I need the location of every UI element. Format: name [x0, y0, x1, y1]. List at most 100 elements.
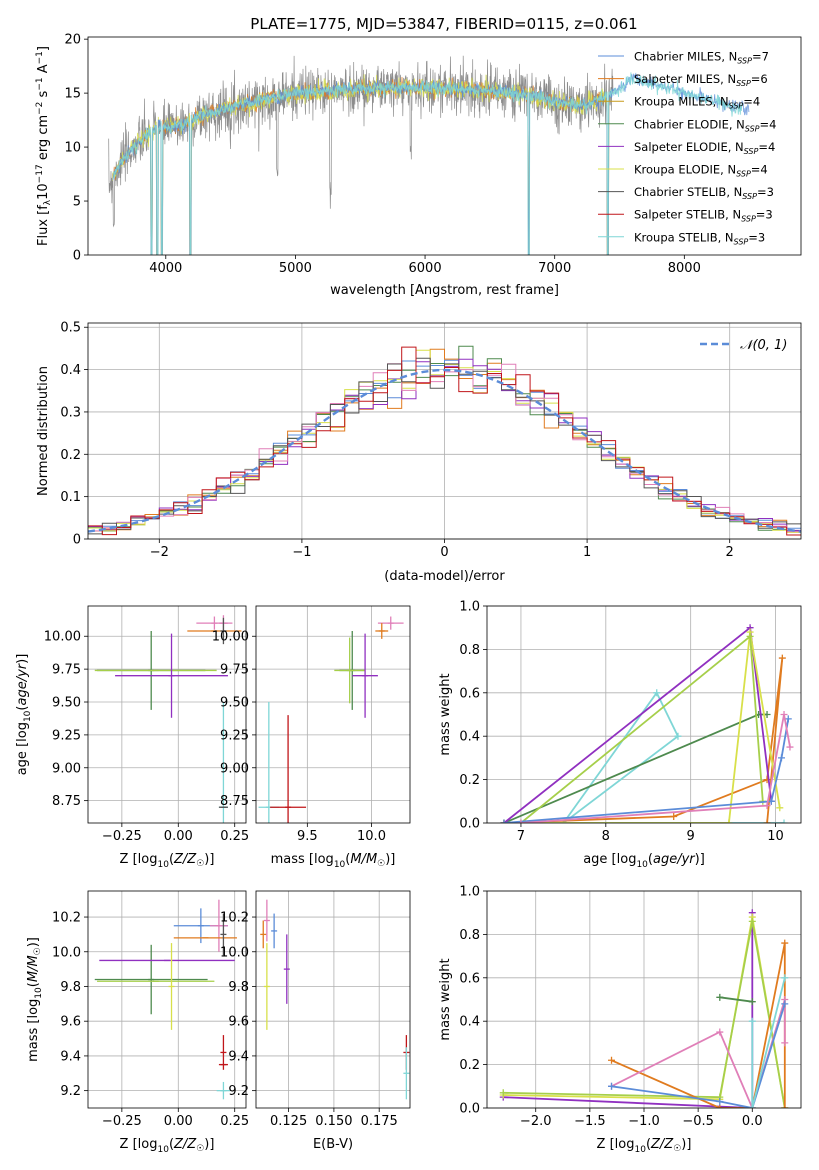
panel-weight-age: 7 8 9 10 0.0 0.2 0.4 0.6 0.8 1.0 age [log10(age/yr… [438, 600, 802, 870]
weight-marker [781, 1039, 789, 1047]
y-tick-label: 10.00 [212, 630, 249, 645]
y-tick-label: 8.75 [220, 794, 249, 809]
x-tick-label: 9.5 [297, 829, 318, 844]
plot-area [260, 899, 410, 1100]
legend-entry: Salpeter ELODIE, NSSP=4 [634, 140, 775, 156]
x-axis-label: Z [log10(Z/Z☉)] [120, 852, 215, 870]
weight-series-line [719, 996, 753, 1003]
weight-marker [777, 754, 785, 762]
y-tick-label: 9.25 [52, 728, 81, 743]
weight-marker [763, 802, 771, 810]
weight-marker [716, 993, 724, 1001]
x-tick-label: 1 [583, 545, 591, 560]
weight-series-line [503, 912, 754, 1108]
panel-weight-Z: −2.0 −1.5 −1.0 −0.5 0.0 0.0 0.2 0.4 0.6 0.8 1.0 Z [… [438, 885, 802, 1155]
axes-frame [255, 890, 411, 1109]
weight-series-line [504, 631, 781, 823]
y-tick-label: 0 [73, 249, 81, 264]
y-tick-label: 0.0 [459, 1102, 480, 1117]
weight-series-line [503, 718, 790, 823]
y-tick-label: 8.75 [52, 794, 81, 809]
panel-spectrum: 4000 5000 6000 7000 8000 0 5 10 15 20 wavelength [… [35, 33, 802, 298]
y-tick-label: 9.2 [60, 1084, 81, 1099]
weight-series-line [520, 714, 791, 823]
weight-marker [608, 1056, 616, 1064]
weight-marker [776, 804, 784, 812]
x-tick-label: 0.0 [742, 1114, 763, 1129]
y-tick-label: 9.50 [220, 696, 249, 711]
y-tick-label: 9.8 [228, 980, 249, 995]
weight-marker [725, 819, 733, 823]
weight-series-line [611, 1003, 786, 1108]
plot-area [94, 615, 242, 823]
x-tick-label: −1 [292, 545, 311, 560]
weight-marker [781, 1000, 789, 1008]
weight-series-line [611, 999, 786, 1108]
y-tick-label: 9.2 [228, 1084, 249, 1099]
weight-marker [674, 732, 682, 740]
legend-entry: 𝒩(0, 1) [740, 338, 787, 353]
weight-marker [716, 1097, 724, 1105]
weight-marker [748, 998, 756, 1006]
y-tick-label: 0.6 [459, 971, 480, 986]
x-tick-label: −0.5 [682, 1114, 714, 1129]
weight-marker [780, 819, 788, 823]
x-tick-label: 0.25 [220, 1114, 249, 1129]
y-tick-label: 0.3 [60, 405, 81, 420]
y-tick-label: 9.4 [60, 1049, 81, 1064]
y-tick-label: 9.50 [52, 696, 81, 711]
y-tick-label: 9.75 [52, 663, 81, 678]
y-axis-label: Flux [fλ10−17 erg cm−2 s−1 A−1] [35, 46, 53, 246]
x-tick-label: 0.150 [315, 1114, 352, 1129]
y-tick-label: 9.8 [60, 980, 81, 995]
weight-marker [608, 1082, 616, 1090]
x-tick-label: 7000 [538, 261, 571, 276]
weight-marker [763, 819, 771, 823]
y-tick-label: 9.25 [220, 728, 249, 743]
y-tick-label: 1.0 [459, 600, 480, 615]
legend-entry: Chabrier STELIB, NSSP=3 [634, 185, 774, 201]
y-tick-label: 0.2 [60, 448, 81, 463]
weight-marker [778, 654, 786, 662]
y-tick-label: 10.2 [220, 911, 249, 926]
x-tick-label: 6000 [409, 261, 442, 276]
x-tick-label: 0 [440, 545, 448, 560]
y-tick-label: 0.4 [459, 1015, 480, 1030]
x-tick-label: 8000 [668, 261, 701, 276]
legend: Chabrier MILES, NSSP=7 Salpeter MILES, NS… [598, 50, 776, 246]
axes-frame [87, 605, 247, 824]
x-tick-label: 5000 [279, 261, 312, 276]
x-tick-label: −1.0 [628, 1114, 660, 1129]
y-tick-label: 0.0 [459, 817, 480, 832]
plot-area [88, 345, 801, 536]
x-tick-label: −2.0 [520, 1114, 552, 1129]
weight-marker [653, 689, 661, 697]
x-axis-label: (data-model)/error [384, 569, 505, 584]
weight-marker [781, 974, 789, 982]
y-tick-label: 0.8 [459, 643, 480, 658]
y-axis-label: age [log10(age/yr)] [15, 654, 33, 776]
x-tick-label: 8 [602, 829, 610, 844]
y-tick-label: 0.6 [459, 686, 480, 701]
legend: 𝒩(0, 1) [700, 338, 787, 353]
y-tick-label: 0.2 [459, 773, 480, 788]
y-tick-label: 9.00 [220, 761, 249, 776]
x-tick-label: 9 [687, 829, 695, 844]
weight-marker [786, 743, 794, 751]
legend-entry: Kroupa MILES, NSSP=4 [634, 95, 760, 111]
y-tick-label: 5 [73, 195, 81, 210]
x-axis-label: Z [log10(Z/Z☉)] [120, 1137, 215, 1155]
x-tick-label: −2 [150, 545, 169, 560]
x-axis-label: Z [log10(Z/Z☉)] [597, 1137, 692, 1155]
weight-marker [670, 812, 678, 820]
weight-series-line [503, 657, 784, 823]
weight-series-line [751, 977, 786, 1108]
x-axis-label: wavelength [Angstrom, rest frame] [330, 283, 559, 298]
x-axis-label: age [log10(age/yr)] [583, 852, 705, 870]
weight-marker [748, 1104, 756, 1108]
axes-frame [486, 605, 802, 824]
x-tick-label: 0.175 [361, 1114, 398, 1129]
weight-marker [784, 715, 792, 723]
x-tick-label: 0.125 [270, 1114, 307, 1129]
